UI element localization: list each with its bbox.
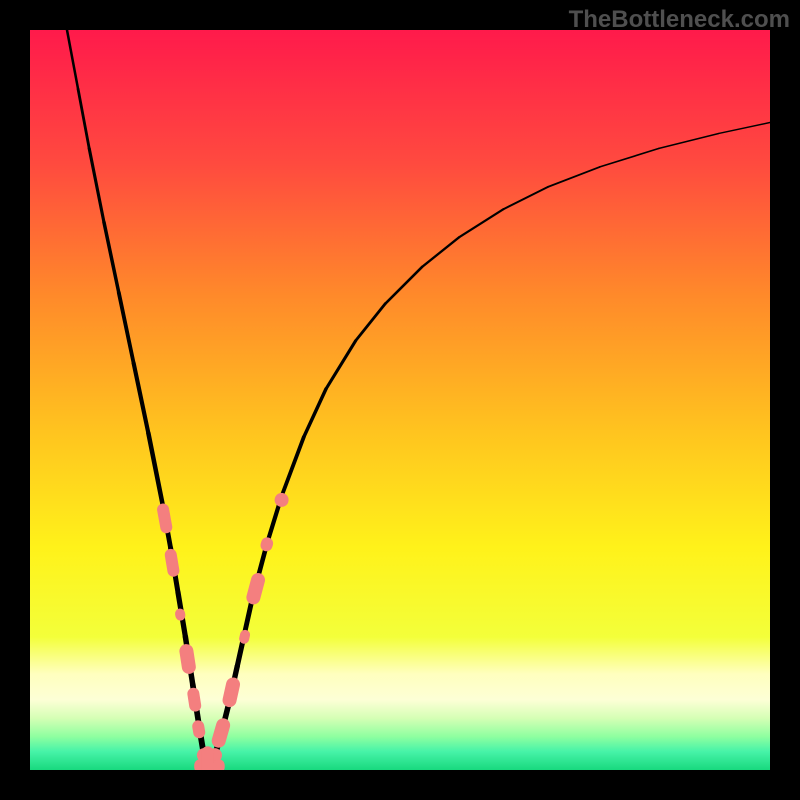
plot-area — [30, 30, 770, 770]
chart-container: TheBottleneck.com — [0, 0, 800, 800]
plot-svg — [30, 30, 770, 770]
watermark-text: TheBottleneck.com — [569, 6, 790, 34]
marker — [202, 746, 214, 770]
